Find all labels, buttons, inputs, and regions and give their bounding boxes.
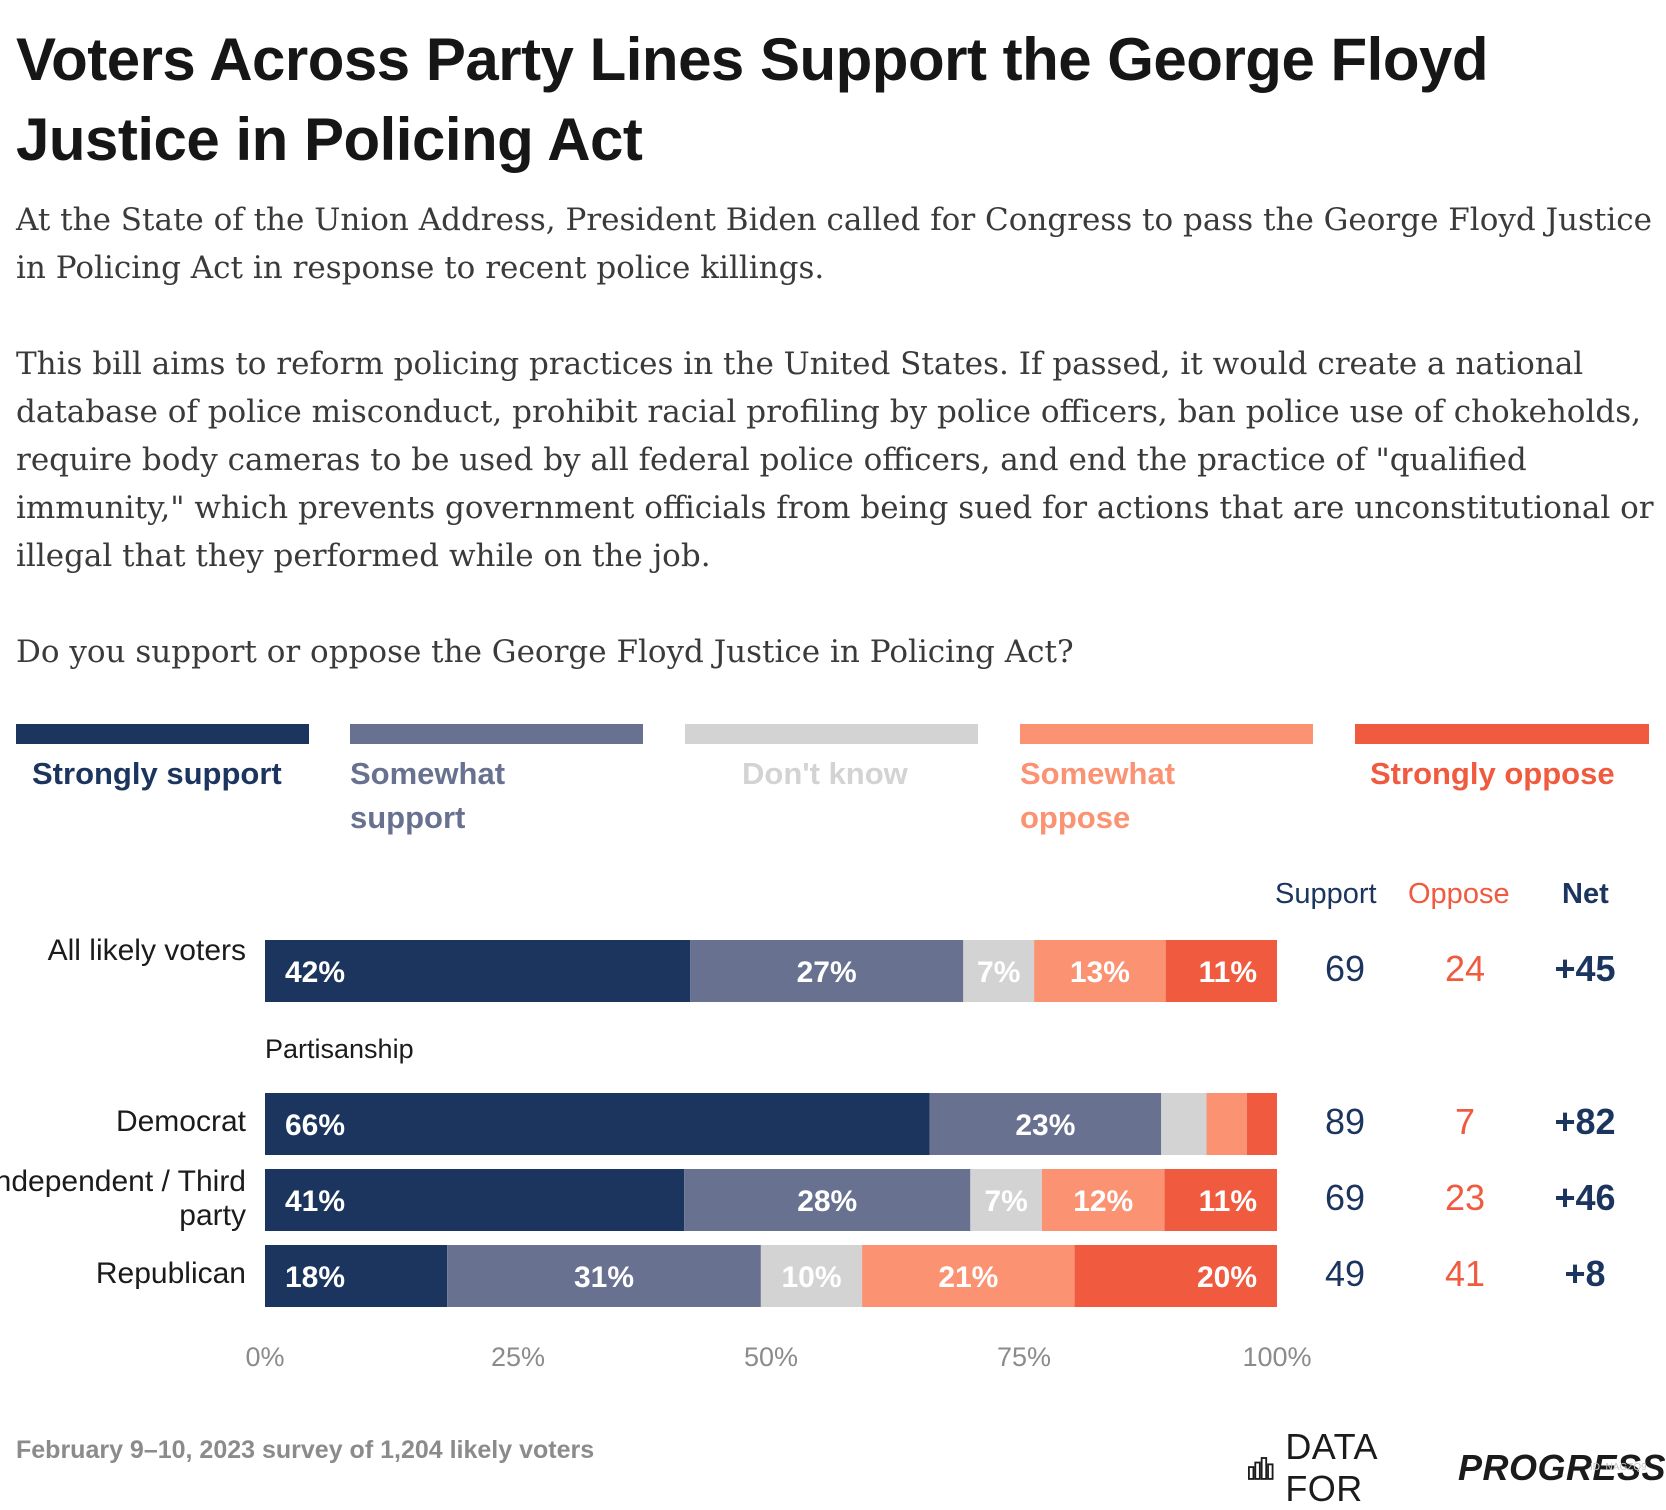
bar-label-republican-strongly-support: 18%: [285, 1261, 345, 1294]
bar-label-independent-third-party-strongly-oppose: 11%: [1199, 1185, 1257, 1218]
stacked-bar-chart: 42% 27% 7% 13% 11% 66% 23% 41% 28% 7% 12% 11% 18% 31%…: [245, 940, 1312, 1372]
support-value-all: 69: [1324, 948, 1366, 989]
oppose-value-republican: 41: [1444, 1253, 1486, 1294]
bar-label-independent-third-party-don-t-know: 7%: [984, 1185, 1027, 1218]
bar-label-republican-somewhat-oppose: 21%: [938, 1261, 998, 1294]
survey-question: Do you support or oppose the George Floy…: [16, 634, 1074, 670]
bar-label-all-likely-voters-strongly-support: 42%: [285, 956, 345, 989]
bar-democrat-strongly-support: [265, 1093, 930, 1155]
legend-swatch-dont-know: [685, 724, 978, 744]
support-value-independent: 69: [1324, 1177, 1366, 1218]
net-value-democrat: +82: [1554, 1101, 1616, 1142]
row-label-independent: Independent / Third party: [0, 1165, 246, 1233]
bar-label-all-likely-voters-somewhat-oppose: 13%: [1070, 956, 1130, 989]
bar-republican-somewhat-oppose: [862, 1245, 1075, 1307]
support-value-republican: 49: [1324, 1253, 1366, 1294]
row-label-all-likely-voters: All likely voters: [48, 934, 246, 968]
description-paragraph-1: At the State of the Union Address, Presi…: [16, 202, 1652, 286]
bar-label-independent-third-party-somewhat-oppose: 12%: [1073, 1185, 1133, 1218]
chart-title: Voters Across Party Lines Support the Ge…: [16, 26, 1488, 173]
row-label-republican: Republican: [96, 1257, 246, 1291]
bar-label-all-likely-voters-strongly-oppose: 11%: [1199, 956, 1257, 989]
legend-swatch-strongly-support: [16, 724, 309, 744]
legend-label-somewhat-oppose: Somewhat oppose: [1020, 756, 1176, 835]
bar-label-all-likely-voters-don-t-know: 7%: [977, 956, 1020, 989]
legend-label-somewhat-support: Somewhat support: [350, 756, 506, 835]
bar-democrat-somewhat-oppose: [1206, 1093, 1247, 1155]
bar-independent-third-party-strongly-support: [265, 1169, 685, 1231]
column-header-oppose: Oppose: [1408, 878, 1510, 910]
bar-label-independent-third-party-strongly-support: 41%: [285, 1185, 345, 1218]
row-label-text: Democrat: [115, 1105, 246, 1138]
x-tick-label-3: 75%: [997, 1342, 1051, 1372]
row-label-text: All likely voters: [47, 934, 246, 967]
bar-republican-don-t-know: [760, 1245, 863, 1307]
bar-democrat-strongly-oppose: [1246, 1093, 1277, 1155]
column-header-support: Support: [1275, 878, 1377, 910]
bar-all-likely-voters-strongly-support: [265, 940, 691, 1002]
bar-republican-strongly-support: [265, 1245, 448, 1307]
bar-label-all-likely-voters-somewhat-support: 27%: [797, 956, 857, 989]
row-label-text: Republican: [95, 1257, 246, 1290]
bar-label-democrat-strongly-support: 66%: [285, 1109, 345, 1142]
row-label-text: Independent / Third party: [0, 1165, 246, 1232]
bar-republican-strongly-oppose: [1074, 1245, 1277, 1307]
bar-all-likely-voters-strongly-oppose: [1165, 940, 1277, 1002]
oppose-value-democrat: 7: [1454, 1101, 1476, 1142]
chart-description: At the State of the Union Address, Presi…: [16, 196, 1656, 724]
bar-all-likely-voters-somewhat-oppose: [1034, 940, 1166, 1002]
column-header-net: Net: [1562, 878, 1609, 910]
bar-independent-third-party-don-t-know: [970, 1169, 1042, 1231]
bar-independent-third-party-strongly-oppose: [1164, 1169, 1277, 1231]
legend-swatch-somewhat-support: [350, 724, 643, 744]
bar-label-democrat-somewhat-support: 23%: [1015, 1109, 1075, 1142]
legend-swatch-strongly-oppose: [1355, 724, 1649, 744]
x-tick-label-4: 100%: [1242, 1342, 1311, 1372]
x-tick-label-0: 0%: [245, 1342, 284, 1372]
chart-id: ID: NAGZQ9: [1590, 1462, 1647, 1473]
net-value-all: +45: [1554, 948, 1616, 989]
x-tick-label-1: 25%: [491, 1342, 545, 1372]
bar-chart-icon: [1248, 1457, 1274, 1480]
survey-note: February 9–10, 2023 survey of 1,204 like…: [16, 1436, 595, 1464]
support-value-democrat: 89: [1324, 1101, 1366, 1142]
bar-democrat-somewhat-support: [929, 1093, 1162, 1155]
bar-label-republican-somewhat-support: 31%: [574, 1261, 634, 1294]
bar-independent-third-party-somewhat-support: [684, 1169, 971, 1231]
legend-label-strongly-support: Strongly support: [32, 756, 282, 791]
bar-independent-third-party-somewhat-oppose: [1041, 1169, 1165, 1231]
x-tick-label-2: 50%: [744, 1342, 798, 1372]
bar-republican-somewhat-support: [447, 1245, 761, 1307]
group-label-partisanship: Partisanship: [265, 1034, 414, 1064]
oppose-value-independent: 23: [1444, 1177, 1486, 1218]
bar-democrat-don-t-know: [1161, 1093, 1207, 1155]
bar-label-republican-don-t-know: 10%: [781, 1261, 841, 1294]
bar-all-likely-voters-somewhat-support: [690, 940, 964, 1002]
legend-label-strongly-oppose: Strongly oppose: [1370, 756, 1615, 791]
bar-label-republican-strongly-oppose: 20%: [1197, 1261, 1257, 1294]
legend-label-dont-know: Don't know: [742, 756, 908, 791]
bar-label-independent-third-party-somewhat-support: 28%: [797, 1185, 857, 1218]
net-value-independent: +46: [1554, 1177, 1616, 1218]
oppose-value-all: 24: [1444, 948, 1486, 989]
row-label-democrat: Democrat: [116, 1105, 246, 1139]
logo-text-plain: DATA FOR: [1285, 1426, 1376, 1509]
description-paragraph-2: This bill aims to reform policing practi…: [16, 346, 1654, 574]
net-value-republican: +8: [1564, 1253, 1606, 1294]
legend-swatch-somewhat-oppose: [1020, 724, 1313, 744]
bar-all-likely-voters-don-t-know: [963, 940, 1035, 1002]
